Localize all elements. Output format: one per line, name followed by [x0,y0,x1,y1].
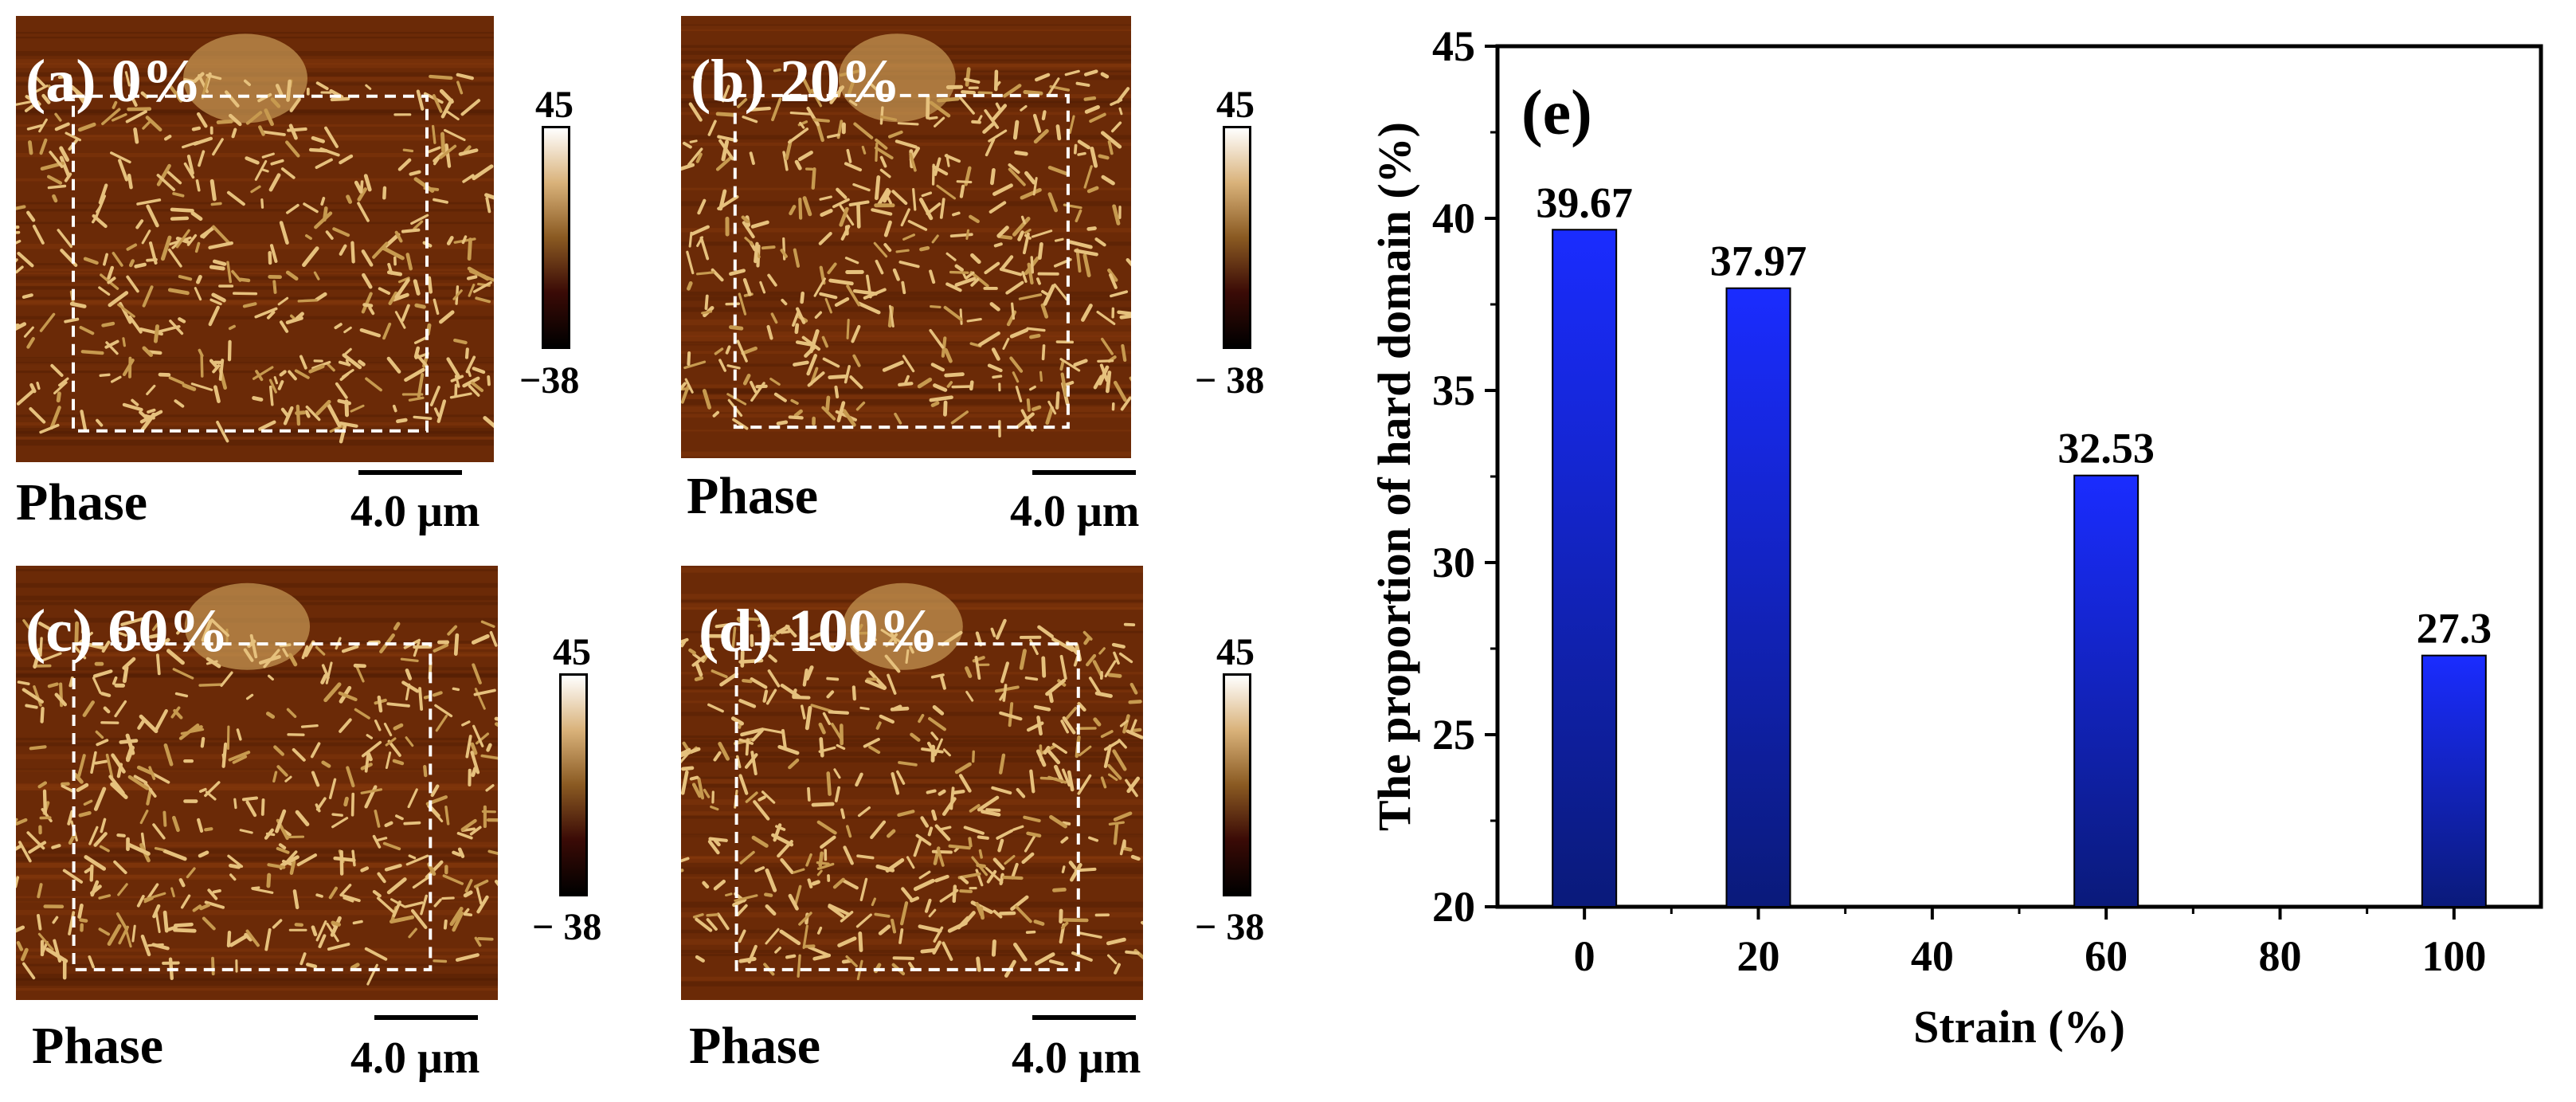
y-tick-label: 30 [1432,539,1475,586]
afm-phase-image-d [681,566,1143,1000]
selection-box [734,642,1080,971]
panel-label-c: (c) 60% [25,598,229,665]
phase-label-a: Phase [16,473,147,531]
bar [1552,229,1618,908]
plot-frame [1495,44,2543,909]
scale-label-a: 4.0 μm [350,487,480,536]
x-tick-label: 80 [2259,932,2302,980]
x-tick-label: 100 [2421,932,2486,980]
x-tick-label: 40 [1911,932,1954,980]
scale-label-d: 4.0 μm [1012,1033,1141,1083]
bar-value-label: 27.3 [2417,605,2492,653]
bar-chart: 39.67 37.97 32.53 27.3 0 20 40 60 80 100 20 25 30 35 4… [1368,22,2543,1053]
colorbar-min-a: −38 [519,359,580,402]
y-tick-label: 40 [1432,194,1475,242]
bar [2421,654,2487,908]
afm-texture [16,32,494,446]
scale-bar-a [358,470,462,475]
afm-texture [681,24,1131,457]
afm-phase-image-b [681,16,1131,458]
bar [1725,287,1791,908]
afm-phase-image-a [16,16,494,462]
colorbar-max-d: 45 [1216,631,1255,673]
afm-panel-a: (a) 0% [16,16,494,462]
colorbar-min-b: − 38 [1195,359,1265,402]
y-axis-label: The proportion of hard domain (%) [1368,122,1420,831]
afm-texture [681,567,1143,986]
afm-panel-b: (b) 20% [681,16,1131,458]
scale-bar-b [1032,470,1136,475]
colorbar-min-d: − 38 [1195,906,1265,948]
colorbar-max-a: 45 [535,84,574,126]
bar-value-label: 32.53 [2057,425,2155,473]
afm-texture [16,569,498,991]
colorbar-max-c: 45 [553,631,591,673]
panel-label-e: (e) [1521,78,1592,148]
colorbar-d [1223,673,1251,896]
colorbar-a [542,126,570,349]
colorbar-c [559,673,588,896]
panel-label-a: (a) 0% [25,48,202,115]
x-tick-label: 60 [2085,932,2128,980]
phase-label-c: Phase [32,1017,163,1075]
scale-label-c: 4.0 μm [350,1033,480,1083]
phase-label-b: Phase [687,467,818,525]
bar [2073,474,2139,908]
colorbar-max-b: 45 [1216,84,1255,126]
x-tick-label: 0 [1574,932,1595,980]
y-tick-label: 45 [1432,22,1475,70]
scale-bar-d [1032,1015,1136,1020]
selection-box [72,642,433,971]
colorbar-min-c: − 38 [532,906,602,948]
x-tick-label: 20 [1737,932,1780,980]
y-tick-label: 25 [1432,711,1475,759]
panel-label-d: (d) 100% [699,598,939,665]
y-tick-label: 20 [1432,883,1475,931]
y-tick-label: 35 [1432,367,1475,414]
scale-label-b: 4.0 μm [1010,487,1140,536]
afm-panel-c: (c) 60% [16,566,498,1000]
scale-bar-c [374,1015,478,1020]
x-axis-label: Strain (%) [1913,1001,2125,1053]
afm-panel-d: (d) 100% [681,566,1143,1000]
bar-value-label: 39.67 [1536,178,1633,226]
selection-box [733,93,1070,429]
afm-phase-image-c [16,566,498,1000]
colorbar-b [1223,126,1251,349]
phase-label-d: Phase [689,1017,820,1075]
panel-label-b: (b) 20% [691,48,901,115]
bar-value-label: 37.97 [1710,237,1807,285]
selection-box [72,94,429,433]
